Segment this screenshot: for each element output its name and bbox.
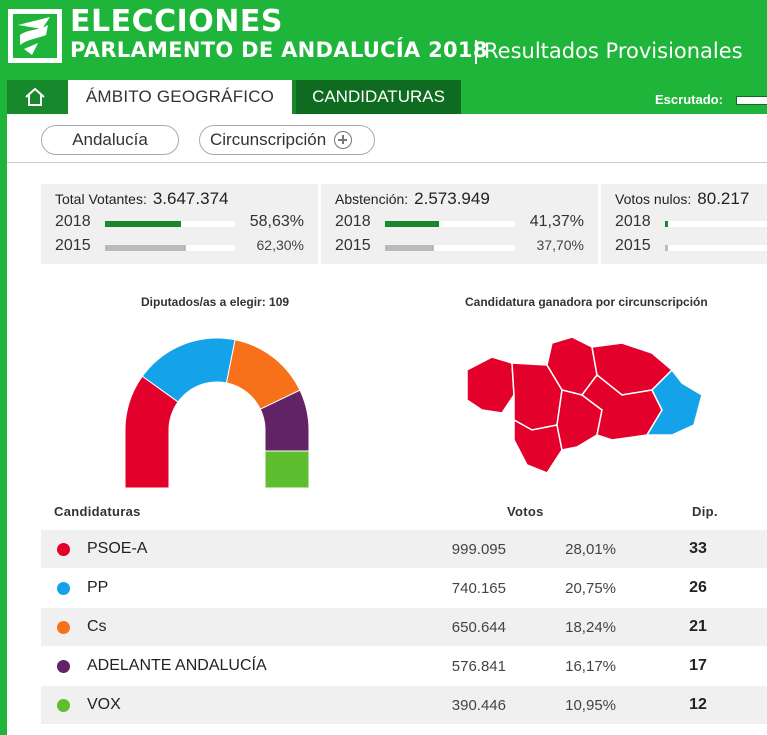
section-divider xyxy=(7,162,767,163)
stat-abstencion: Abstención: 2.573.949 2018 41,37% 2015 37… xyxy=(321,184,598,264)
title-elecciones: ELECCIONES xyxy=(70,4,284,39)
circunscripcion-filter-button[interactable]: Circunscripción xyxy=(199,125,375,155)
stat-year: 2015 xyxy=(615,237,651,254)
andalucia-map[interactable] xyxy=(462,335,712,480)
left-accent-bar xyxy=(0,0,7,735)
party-votes: 390.446 xyxy=(451,697,506,714)
party-name: PSOE-A xyxy=(87,540,148,557)
stat-label: Abstención: xyxy=(335,191,409,207)
table-row[interactable]: PSOE-A 999.095 28,01% 33 xyxy=(41,530,767,568)
col-header-dip: Dip. xyxy=(692,504,718,519)
nav-strip xyxy=(461,80,767,114)
region-filter-button[interactable]: Andalucía xyxy=(41,125,179,155)
map-region-almeria[interactable] xyxy=(645,368,703,436)
stat-label: Votos nulos: xyxy=(615,191,692,207)
party-seats: 17 xyxy=(689,657,707,674)
table-row[interactable]: VOX 390.446 10,95% 12 xyxy=(41,686,767,724)
home-icon xyxy=(25,87,45,106)
title-parlamento: PARLAMENTO DE ANDALUCÍA 2018 xyxy=(70,38,488,62)
party-votes: 576.841 xyxy=(451,658,506,675)
stat-year: 2018 xyxy=(55,213,91,230)
party-percent: 20,75% xyxy=(565,580,616,597)
party-color-dot xyxy=(57,582,70,595)
home-button[interactable] xyxy=(7,80,63,114)
title-separator xyxy=(475,40,477,64)
stat-year: 2018 xyxy=(335,213,371,230)
party-color-dot xyxy=(57,660,70,673)
party-votes: 999.095 xyxy=(451,541,506,558)
stat-bar xyxy=(385,245,515,251)
region-filter-label: Andalucía xyxy=(72,130,148,149)
stat-percent: 37,70% xyxy=(536,237,584,253)
party-name: Cs xyxy=(87,618,107,635)
stat-year: 2015 xyxy=(335,237,371,254)
stat-bar xyxy=(105,221,235,227)
party-seats: 26 xyxy=(689,579,707,596)
stat-percent: 58,63% xyxy=(249,213,304,230)
col-header-votos: Votos xyxy=(507,504,544,519)
parliament-logo-icon xyxy=(8,9,62,63)
table-row[interactable]: ADELANTE ANDALUCÍA 576.841 16,17% 17 xyxy=(41,647,767,685)
tab-candidaturas[interactable]: CANDIDATURAS xyxy=(296,80,461,114)
col-header-candidaturas: Candidaturas xyxy=(54,504,141,519)
map-region-granada[interactable] xyxy=(580,373,663,441)
stat-label: Total Votantes: xyxy=(55,191,147,207)
party-seats: 33 xyxy=(689,540,707,557)
party-votes: 650.644 xyxy=(451,619,506,636)
party-color-dot xyxy=(57,543,70,556)
party-color-dot xyxy=(57,621,70,634)
map-region-huelva[interactable] xyxy=(466,356,515,414)
stat-value: 3.647.374 xyxy=(152,189,229,208)
app-header: ELECCIONES PARLAMENTO DE ANDALUCÍA 2018 … xyxy=(0,0,767,80)
circunscripcion-filter-label: Circunscripción xyxy=(210,130,327,149)
stat-value: 2.573.949 xyxy=(414,189,490,208)
map-chart-title: Candidatura ganadora por circunscripción xyxy=(465,295,708,309)
party-percent: 28,01% xyxy=(565,541,616,558)
plus-circle-icon xyxy=(334,131,353,149)
stat-bar xyxy=(385,221,515,227)
map-region-cadiz[interactable] xyxy=(513,418,563,474)
party-seats: 21 xyxy=(689,618,707,635)
stat-bar xyxy=(105,245,235,251)
title-resultados: Resultados Provisionales xyxy=(484,39,743,63)
tab-ambito-geografico[interactable]: ÁMBITO GEOGRÁFICO xyxy=(68,80,292,114)
party-color-dot xyxy=(57,699,70,712)
table-row[interactable]: PP 740.165 20,75% 26 xyxy=(41,569,767,607)
stat-bar xyxy=(665,221,767,227)
escrutado-progress-bar xyxy=(736,96,767,105)
party-name: VOX xyxy=(87,696,121,713)
party-percent: 18,24% xyxy=(565,619,616,636)
stat-percent: 41,37% xyxy=(529,213,584,230)
stat-year: 2018 xyxy=(615,213,651,230)
party-name: PP xyxy=(87,579,109,596)
party-name: ADELANTE ANDALUCÍA xyxy=(87,657,267,674)
seat-segment-vox xyxy=(264,450,310,489)
stat-percent: 62,30% xyxy=(256,237,304,253)
parliament-chart-title: Diputados/as a elegir: 109 xyxy=(141,295,290,309)
party-votes: 740.165 xyxy=(451,580,506,597)
stat-total-votantes: Total Votantes: 3.647.374 2018 58,63% 201… xyxy=(41,184,318,264)
party-seats: 12 xyxy=(689,696,707,713)
stat-votos-nulos: Votos nulos: 80.217 2018 2015 xyxy=(601,184,767,264)
escrutado-label: Escrutado: xyxy=(655,92,723,107)
parliament-chart xyxy=(124,337,310,489)
stat-year: 2015 xyxy=(55,237,91,254)
table-row[interactable]: Cs 650.644 18,24% 21 xyxy=(41,608,767,646)
stat-value: 80.217 xyxy=(697,189,750,208)
stat-bar xyxy=(665,245,767,251)
party-percent: 16,17% xyxy=(565,658,616,675)
party-percent: 10,95% xyxy=(565,697,616,714)
